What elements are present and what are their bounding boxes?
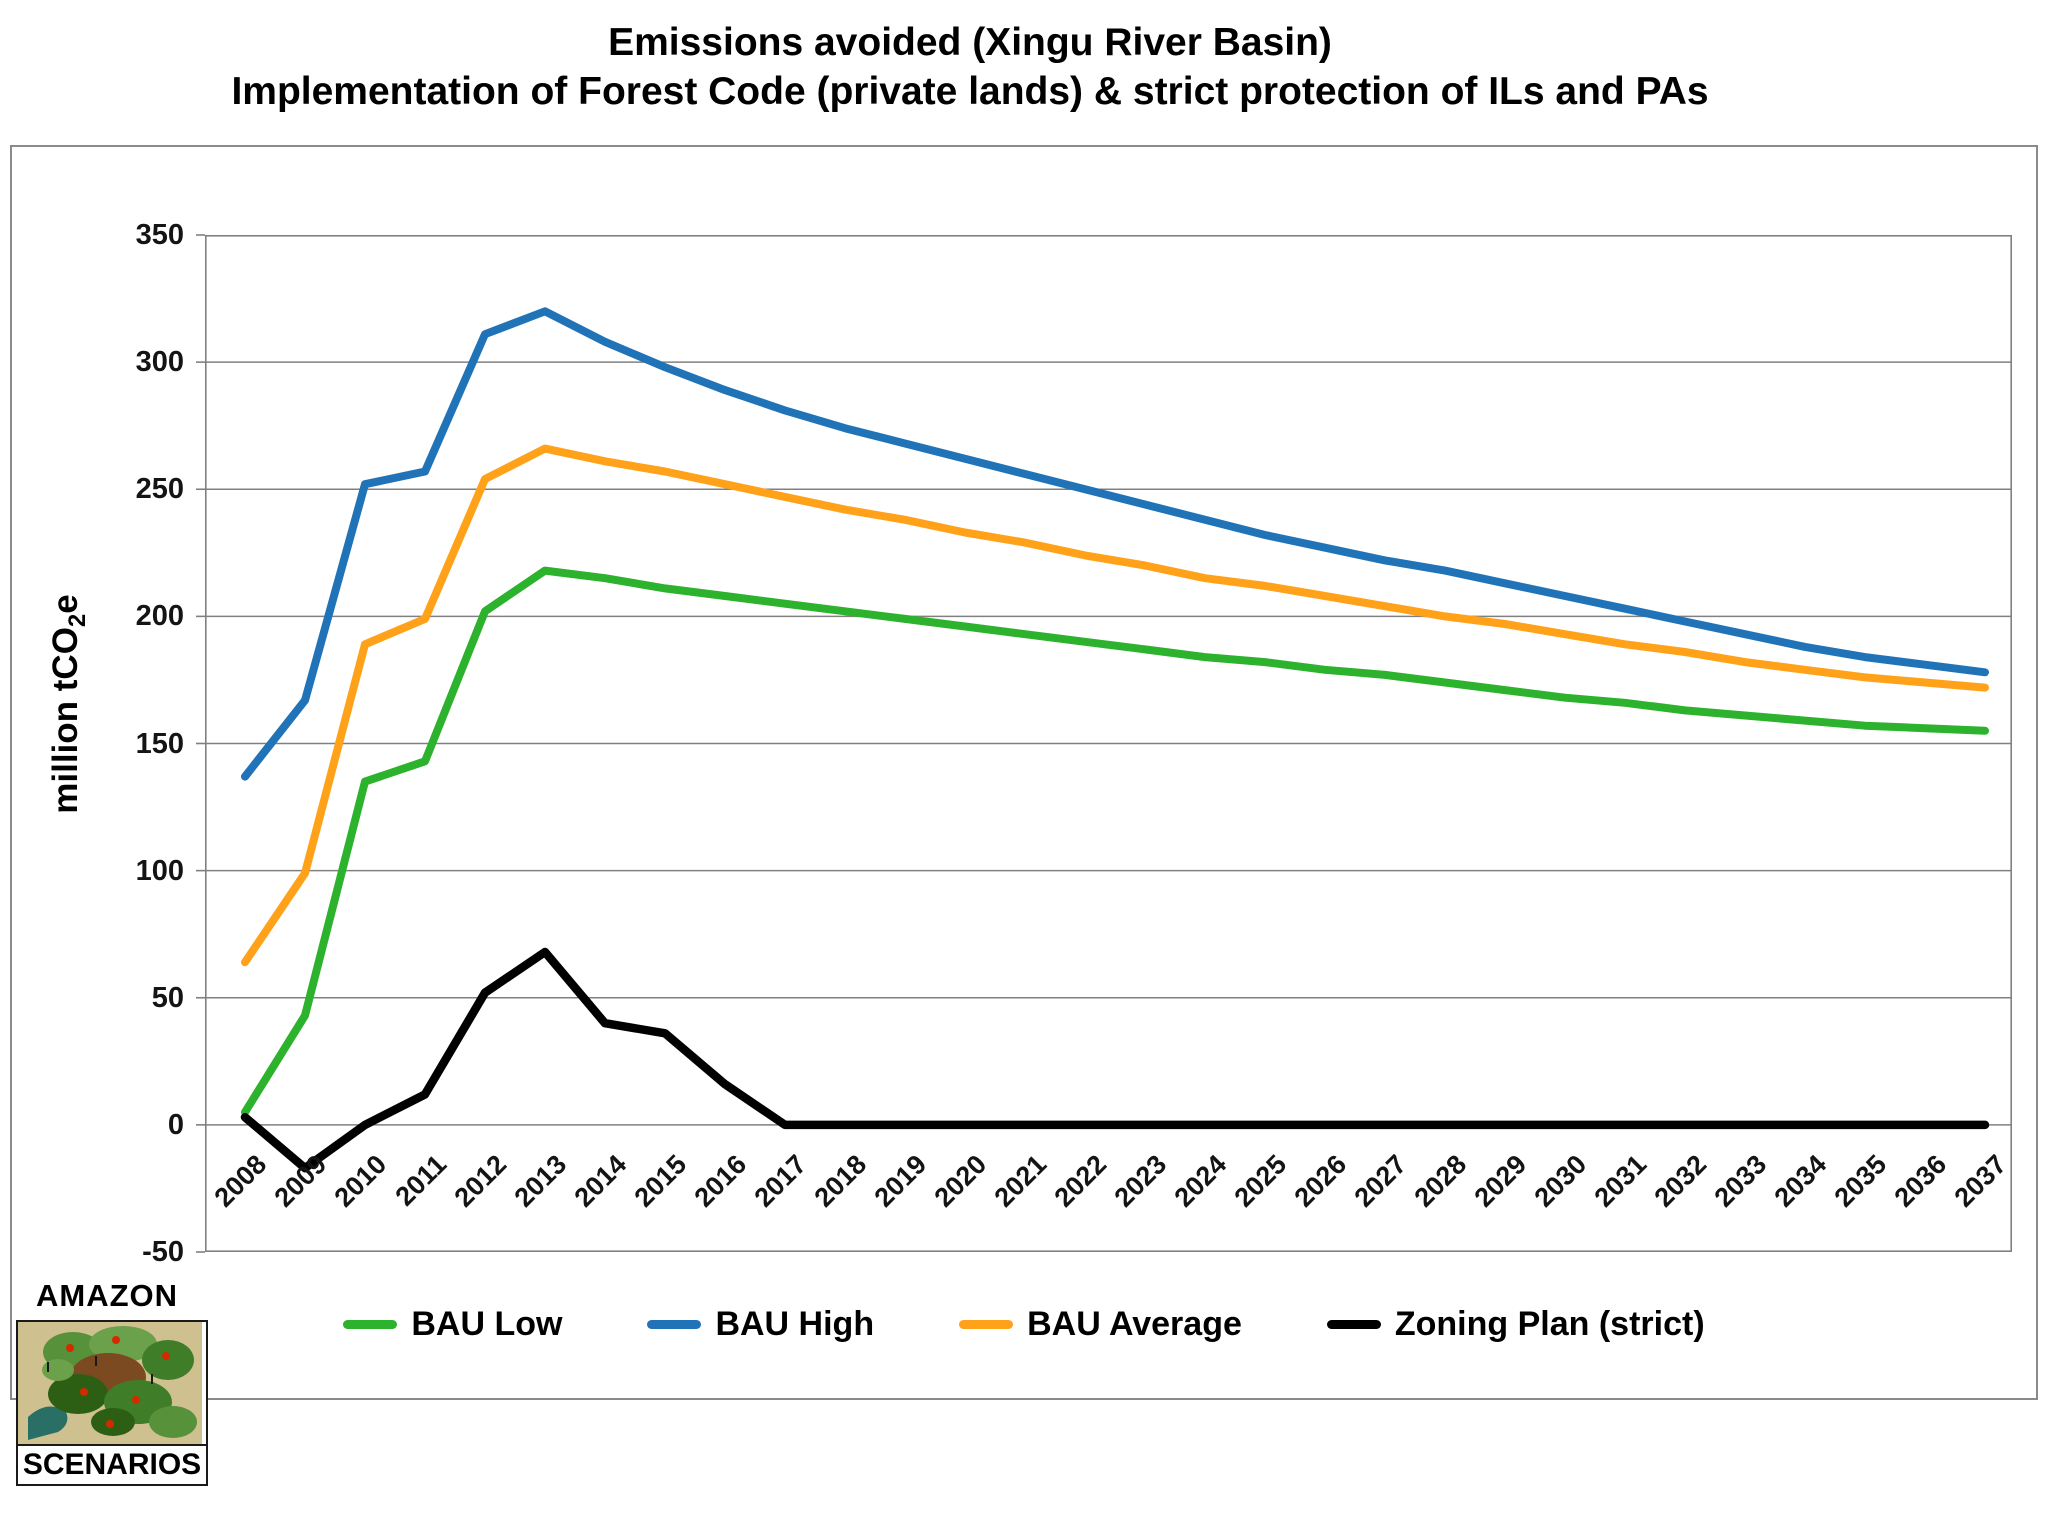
logo-amazon-text: AMAZON — [36, 1278, 179, 1313]
amazon-scenarios-logo-art — [18, 1322, 202, 1444]
plot-border — [205, 235, 2013, 1253]
chart-title: Emissions avoided (Xingu River Basin) Im… — [0, 18, 1940, 116]
plot-svg — [196, 234, 2013, 1253]
chart-title-line-2: Implementation of Forest Code (private l… — [231, 70, 1709, 113]
y-tick-label-300: 300 — [135, 346, 184, 379]
legend-item-bau-average: BAU Average — [959, 1305, 1242, 1344]
legend-label-bau-average: BAU Average — [1027, 1305, 1242, 1343]
legend-label-bau-low: BAU Low — [411, 1305, 563, 1343]
y-tick-label-50: 50 — [151, 981, 184, 1014]
amazon-scenarios-logo: SCENARIOS — [16, 1320, 208, 1486]
y-tick-label-250: 250 — [135, 473, 184, 506]
legend: BAU Low BAU High BAU Average Zoning Plan (s… — [12, 1305, 2036, 1344]
legend-item-bau-low: BAU Low — [343, 1305, 562, 1344]
series-line-bau-average — [241, 444, 1989, 967]
chart-title-line-1: Emissions avoided (Xingu River Basin) — [608, 21, 1332, 64]
legend-swatch-bau-average — [959, 1320, 1014, 1329]
logo-scenarios-text: SCENARIOS — [18, 1444, 206, 1484]
y-tick-label-350: 350 — [135, 219, 184, 251]
series-line-bau-low — [241, 566, 1989, 1117]
series-line-zoning-plan-strict — [240, 947, 1990, 1173]
legend-swatch-bau-low — [343, 1320, 398, 1329]
legend-swatch-bau-high — [647, 1320, 702, 1329]
chart-frame: million tCO2e 350 300 250 200 150 100 50 0 -50 2… — [10, 145, 2038, 1400]
y-tick-label-0: 0 — [167, 1108, 184, 1141]
legend-item-bau-high: BAU High — [647, 1305, 874, 1344]
legend-label-zoning-plan-strict: Zoning Plan (strict) — [1394, 1305, 1705, 1343]
legend-label-bau-high: BAU High — [715, 1305, 875, 1343]
y-tick-label-150: 150 — [135, 727, 184, 760]
series-line-bau-high — [241, 307, 1989, 781]
y-tick-label-100: 100 — [135, 854, 184, 887]
y-tick-label-200: 200 — [135, 600, 184, 633]
y-axis-title-text: million tCO — [46, 627, 85, 814]
legend-item-zoning-plan-strict: Zoning Plan (strict) — [1326, 1305, 1705, 1344]
y-tick-label--50: -50 — [142, 1236, 184, 1268]
legend-swatch-zoning-plan-strict — [1326, 1320, 1381, 1329]
